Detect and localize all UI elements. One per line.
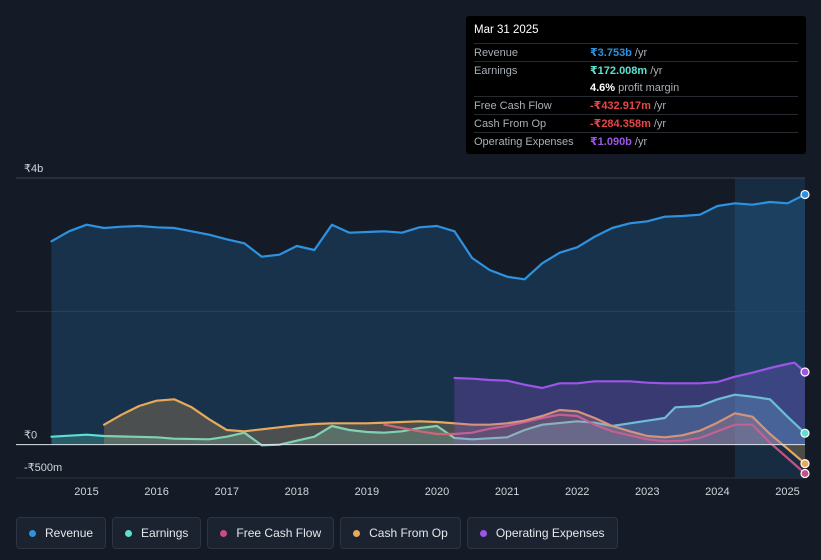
tooltip-row-label: Revenue — [474, 46, 519, 59]
tooltip-row-revenue: Revenue ₹3.753b/yr — [474, 43, 798, 61]
x-tick-label: 2016 — [144, 486, 168, 498]
chart-canvas: ₹4b ₹0 -₹500m 2015 2016 2017 2018 2019 2020 2021 2… — [16, 163, 810, 498]
tooltip-row-unit: /yr — [634, 135, 648, 148]
tooltip-row-unit: /yr — [634, 46, 648, 59]
legend-label: Free Cash Flow — [236, 526, 322, 540]
tooltip-row-value: -₹284.358m — [590, 118, 651, 130]
tooltip-row-value: 4.6% — [590, 81, 616, 94]
chart-legend: Revenue Earnings Free Cash Flow Cash From O… — [16, 517, 624, 549]
legend-item-free-cash-flow[interactable]: Free Cash Flow — [207, 517, 335, 549]
tooltip-row-unit: /yr — [653, 117, 667, 130]
legend-item-cash-from-op[interactable]: Cash From Op — [340, 517, 461, 549]
tooltip-row-label: Cash From Op — [474, 117, 547, 130]
tooltip-row-value: ₹1.090b — [590, 136, 632, 148]
x-tick-label: 2021 — [495, 486, 519, 498]
data-tooltip: Mar 31 2025 Revenue ₹3.753b/yr Earnings ₹17… — [466, 16, 806, 154]
free-cash-flow-line — [383, 413, 807, 475]
y-tick-label: -₹500m — [24, 462, 62, 474]
operating-expenses-end-marker — [800, 367, 810, 377]
tooltip-row-value: -₹432.917m — [590, 100, 651, 112]
legend-label: Earnings — [141, 526, 189, 540]
legend-item-revenue[interactable]: Revenue — [16, 517, 107, 549]
legend-label: Revenue — [45, 526, 94, 540]
x-tick-label: 2020 — [425, 486, 449, 498]
revenue-end-marker — [800, 189, 810, 200]
x-tick-label: 2015 — [74, 486, 98, 498]
legend-dot-icon — [479, 529, 487, 537]
x-tick-label: 2022 — [565, 486, 589, 498]
tooltip-row-label: Operating Expenses — [474, 135, 574, 148]
x-tick-label: 2019 — [355, 486, 379, 498]
tooltip-row-value: ₹172.008m — [590, 65, 648, 77]
highlight-band — [734, 178, 805, 478]
legend-dot-icon — [29, 529, 36, 537]
tooltip-row-unit: profit margin — [618, 81, 680, 94]
legend-item-operating-expenses[interactable]: Operating Expenses — [466, 517, 618, 549]
tooltip-date: Mar 31 2025 — [474, 24, 539, 36]
legend-label: Cash From Op — [369, 526, 448, 540]
tooltip-row-free-cash-flow: Free Cash Flow -₹432.917m/yr — [474, 96, 798, 114]
x-tick-label: 2018 — [285, 486, 309, 498]
tooltip-row-operating-expenses: Operating Expenses ₹1.090b/yr — [474, 132, 798, 150]
cash-from-op-end-marker — [800, 459, 810, 469]
revenue-line — [50, 193, 807, 281]
x-tick-label: 2025 — [775, 486, 799, 498]
free-cash-flow-end-marker — [800, 468, 810, 479]
earnings-end-marker — [800, 428, 810, 438]
legend-dot-icon — [353, 529, 361, 537]
earnings-line — [50, 393, 807, 447]
tooltip-row-value: ₹3.753b — [590, 47, 632, 59]
x-tick-label: 2024 — [705, 486, 729, 498]
tooltip-row-unit: /yr — [650, 64, 663, 77]
cash-from-op-line — [103, 398, 807, 465]
tooltip-row-cash-from-op: Cash From Op -₹284.358m/yr — [474, 114, 798, 132]
x-tick-label: 2023 — [635, 486, 659, 498]
x-tick-label: 2017 — [214, 486, 238, 498]
tooltip-row-profit-margin: 4.6% profit margin — [474, 79, 798, 96]
tooltip-row-unit: /yr — [653, 99, 667, 112]
legend-item-earnings[interactable]: Earnings — [112, 517, 202, 549]
tooltip-row-earnings: Earnings ₹172.008m/yr — [474, 61, 798, 79]
y-tick-label: ₹4b — [24, 163, 43, 175]
legend-dot-icon — [220, 529, 228, 537]
y-tick-label: ₹0 — [24, 430, 37, 442]
tooltip-rows: Revenue ₹3.753b/yr Earnings ₹172.008m/yr 4.6… — [474, 43, 798, 150]
operating-expenses-area — [454, 362, 805, 445]
tooltip-row-label: Earnings — [474, 64, 518, 77]
operating-expenses-line — [453, 361, 807, 390]
legend-dot-icon — [125, 529, 133, 537]
legend-label: Operating Expenses — [495, 526, 605, 540]
tooltip-row-label: Free Cash Flow — [474, 99, 552, 112]
cash-from-op-area — [104, 399, 806, 464]
